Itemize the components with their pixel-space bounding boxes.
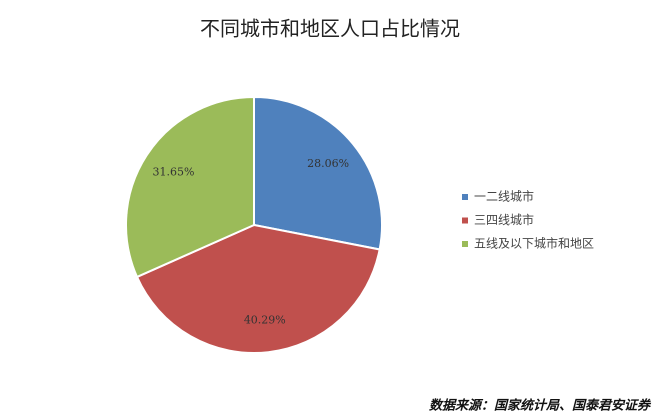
legend-label: 五线及以下城市和地区 [474, 236, 594, 251]
legend-label: 三四线城市 [474, 212, 534, 227]
legend-marker [462, 194, 468, 200]
source-note: 数据来源：国家统计局、国泰君安证券 [429, 398, 652, 414]
pie-slice [253, 95, 383, 251]
chart-title: 不同城市和地区人口占比情况 [200, 17, 460, 41]
data-label: 28.06% [307, 157, 349, 170]
legend-label: 一二线城市 [474, 189, 534, 204]
legend-marker [462, 217, 468, 224]
data-label: 31.65% [153, 166, 195, 179]
data-label: 40.29% [244, 313, 286, 326]
pie-slice [135, 223, 381, 354]
pie-slice [125, 95, 255, 279]
legend-marker [462, 241, 468, 247]
